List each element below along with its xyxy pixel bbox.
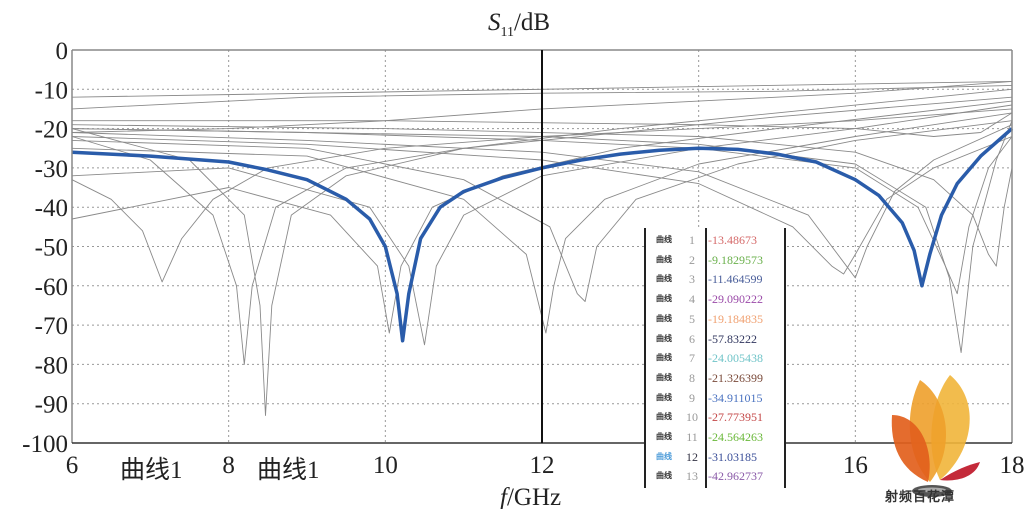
curve-value: -13.48673 (708, 233, 757, 247)
curve-index: 2 (689, 252, 695, 267)
axes (71, 49, 1013, 444)
curve-label: 曲线 (656, 313, 672, 323)
curve-label: 曲线 (656, 353, 672, 363)
curve-index: 9 (689, 390, 695, 405)
x-tick-label: 6 (66, 452, 79, 479)
y-tick-label: -20 (35, 117, 68, 144)
curve-label: 曲线 (656, 372, 672, 382)
curve-index: 4 (689, 292, 695, 307)
curve-label: 曲线 (656, 432, 672, 441)
background-series-line (71, 100, 1013, 334)
y-tick-label: -100 (22, 431, 68, 458)
curve-value: -11.464599 (708, 272, 763, 287)
table-row: 曲线 3 -11.464599 (646, 269, 784, 289)
table-row: 曲线 9 -34.911015 (646, 388, 784, 408)
watermark-logo (891, 375, 980, 497)
curve-index: 11 (686, 430, 698, 444)
curve-index: 8 (689, 370, 695, 385)
background-series-line (71, 96, 1013, 365)
x-tick-label: 18 (1000, 452, 1024, 479)
curve-index: 10 (686, 410, 698, 425)
table-row: 曲线 4 -29.090222 (646, 289, 784, 309)
curve-label: 曲线 (656, 451, 672, 461)
curve-value: -27.773951 (708, 410, 763, 425)
table-row: 曲线 5 -19.184835 (646, 309, 784, 329)
y-tick-label: 0 (56, 38, 69, 65)
annotation-2: 曲线1 (257, 456, 320, 484)
curve-value: -21.326399 (708, 370, 763, 385)
curve-value: -34.911015 (708, 390, 763, 405)
highlight-series-line (71, 127, 1014, 343)
x-axis-label: f/GHz (500, 484, 561, 509)
table-row: 曲线 11 -24.564263 (646, 427, 784, 447)
marker-value-table: 曲线 1 -13.48673 曲线 2 -9.1829573 曲线 3 -11.464599 曲线… (644, 228, 786, 488)
table-row: 曲线 13 -42.962737 (646, 466, 784, 486)
background-series-line (71, 108, 1013, 283)
curve-label: 曲线 (656, 333, 672, 343)
table-row: 曲线 8 -21.326399 (646, 368, 784, 388)
table-row: 曲线 6 -57.83222 (646, 329, 784, 349)
table-row: 曲线 7 -24.005438 (646, 348, 784, 368)
curve-index: 7 (689, 351, 695, 366)
background-series-line (72, 112, 1013, 137)
curve-index: 6 (689, 331, 695, 346)
table-row: 曲线 1 -13.48673 (646, 230, 784, 250)
table-row: 曲线 12 -31.03185 (646, 447, 784, 467)
curve-label: 曲线 (656, 274, 672, 284)
table-row: 曲线 10 -27.773951 (646, 407, 784, 427)
y-tick-label: -60 (35, 274, 68, 301)
curve-value: -31.03185 (708, 449, 757, 464)
y-tick-label: -90 (35, 392, 68, 419)
curve-value: -42.962737 (708, 469, 763, 484)
x-tick-label: 16 (843, 452, 868, 479)
background-series-line (71, 120, 1013, 302)
x-tick-label: 8 (222, 452, 235, 479)
annotation-1: 曲线1 (120, 456, 183, 484)
curve-label: 曲线 (656, 392, 672, 402)
tick-labels: 6 8 10 12 16 180-10-20-30-40-50-60-70-80-90-1… (22, 38, 1024, 479)
background-series-line (71, 136, 1013, 275)
curve-label: 曲线 (656, 471, 672, 481)
y-axis-label: S11/dB (488, 9, 550, 40)
curve-label: 曲线 (656, 235, 672, 244)
background-series-line (71, 120, 1013, 354)
curve-index: 5 (689, 311, 695, 326)
curve-value: -19.184835 (708, 311, 763, 326)
y-tick-label: -10 (35, 77, 68, 104)
y-tick-label: -30 (35, 156, 68, 183)
curve-label: 曲线 (656, 412, 672, 422)
y-tick-label: -40 (35, 195, 68, 222)
curve-value: -57.83222 (708, 331, 757, 346)
curve-index: 12 (686, 449, 698, 464)
table-row: 曲线 2 -9.1829573 (646, 250, 784, 270)
curve-label: 曲线 (656, 294, 672, 304)
background-series-line (71, 88, 1013, 416)
y-tick-label: -70 (35, 313, 68, 340)
curve-value: -24.005438 (708, 351, 763, 366)
background-series-line (71, 124, 1013, 279)
x-tick-label: 12 (530, 452, 555, 479)
watermark-text: 射频百花潭 (885, 490, 956, 505)
curve-value: -24.564263 (708, 430, 763, 444)
curve-index: 3 (689, 272, 695, 287)
curve-index: 13 (686, 469, 698, 484)
y-tick-label: -80 (35, 352, 68, 379)
curve-value: -29.090222 (708, 292, 763, 307)
y-tick-label: -50 (35, 235, 68, 262)
curve-value: -9.1829573 (708, 252, 763, 267)
table-separator (705, 228, 707, 488)
x-tick-label: 10 (373, 452, 398, 479)
background-series-line (71, 128, 1013, 295)
curve-index: 1 (689, 233, 695, 247)
highlight-curve (71, 127, 1014, 343)
curve-label: 曲线 (656, 254, 672, 264)
